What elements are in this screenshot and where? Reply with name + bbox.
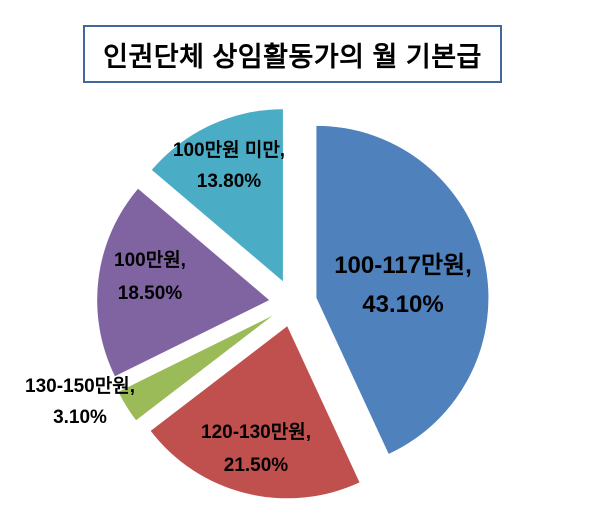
chart-title: 인권단체 상임활동가의 월 기본급 bbox=[103, 41, 482, 72]
pie-slice-120-130만원[interactable] bbox=[150, 326, 360, 499]
pie-slice-100만원 미만[interactable] bbox=[151, 109, 283, 282]
chart-title-box: 인권단체 상임활동가의 월 기본급 bbox=[83, 25, 502, 83]
pie-slice-100만원[interactable] bbox=[97, 188, 270, 377]
pie-slice-100-117만원[interactable] bbox=[316, 125, 489, 454]
pie-slice-130-150만원[interactable] bbox=[118, 315, 273, 421]
